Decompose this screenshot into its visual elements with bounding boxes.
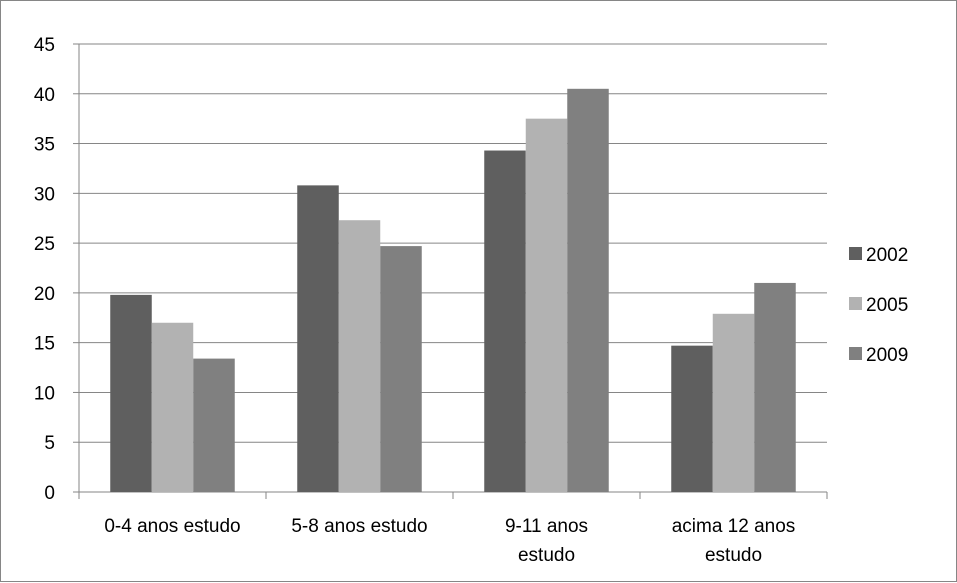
- legend-label-2005: 2005: [866, 295, 908, 316]
- bar-2005-2: [525, 118, 568, 493]
- y-tick-label: 45: [34, 35, 55, 56]
- y-tick-label: 40: [34, 85, 55, 106]
- x-category-label: 5-8 anos estudo: [291, 516, 427, 537]
- x-category-label: acima 12 anos: [672, 516, 796, 537]
- bar-2009-1: [380, 246, 422, 492]
- bar-2009-0: [193, 358, 235, 492]
- y-tick-label: 35: [34, 135, 55, 156]
- x-category-label: 9-11 anos: [505, 516, 588, 537]
- legend-swatch-2002: [849, 247, 862, 260]
- y-tick-label: 30: [34, 184, 55, 205]
- bar-2002-1: [297, 185, 339, 492]
- x-category-label: estudo: [518, 545, 575, 566]
- y-tick-label: 0: [44, 483, 55, 504]
- bar-2002-0: [110, 294, 152, 492]
- x-category-label: 0-4 anos estudo: [104, 516, 240, 537]
- y-tick-label: 10: [34, 383, 55, 404]
- y-tick-label: 25: [34, 234, 55, 255]
- legend-label-2002: 2002: [866, 245, 908, 266]
- bar-2002-3: [671, 345, 713, 492]
- y-tick-label: 20: [34, 284, 55, 305]
- bar-2005-3: [712, 313, 755, 492]
- bar-2005-1: [338, 220, 381, 493]
- legend-swatch-2005: [849, 297, 862, 310]
- bar-2009-2: [567, 88, 609, 493]
- bar-2005-0: [151, 322, 194, 492]
- bar-2002-2: [484, 150, 526, 492]
- y-tick-label: 5: [44, 433, 55, 454]
- x-category-label: estudo: [705, 545, 762, 566]
- legend-label-2009: 2009: [866, 345, 908, 366]
- bar-2009-3: [754, 282, 796, 492]
- legend-swatch-2009: [849, 347, 862, 360]
- y-tick-label: 15: [34, 334, 55, 355]
